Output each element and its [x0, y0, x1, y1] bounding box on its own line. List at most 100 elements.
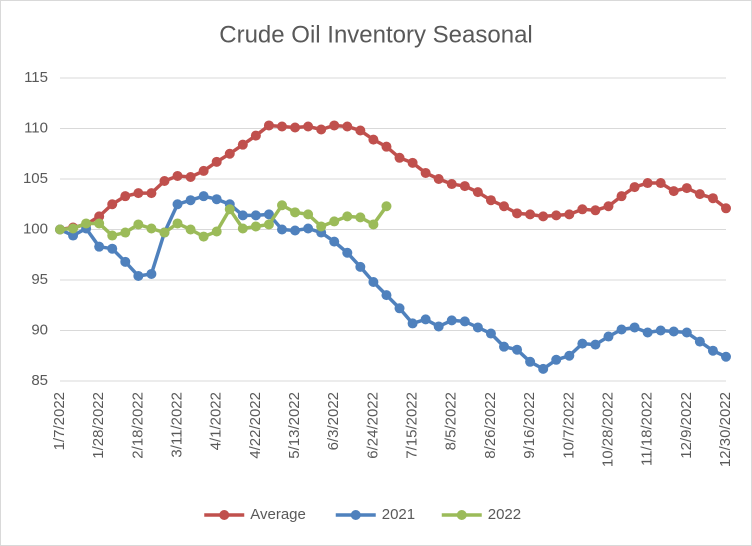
- data-point: [499, 341, 509, 352]
- data-point: [459, 181, 470, 192]
- x-tick-label: 8/26/2022: [482, 392, 499, 459]
- data-point: [185, 195, 196, 206]
- data-point: [120, 256, 131, 267]
- data-point: [655, 325, 666, 336]
- data-point: [603, 201, 614, 212]
- data-point: [263, 219, 274, 230]
- x-tick-label: 2/18/2022: [129, 392, 146, 459]
- y-tick-label: 100: [23, 220, 48, 237]
- data-point: [224, 204, 235, 215]
- data-point: [538, 211, 549, 222]
- data-point: [94, 241, 105, 252]
- data-point: [642, 327, 653, 338]
- data-point: [694, 336, 705, 347]
- data-point: [277, 200, 287, 211]
- x-tick-label: 12/9/2022: [678, 392, 695, 459]
- data-point: [146, 268, 157, 279]
- x-tick-label: 3/11/2022: [168, 392, 185, 458]
- data-point: [655, 178, 666, 189]
- x-tick-label: 1/28/2022: [90, 392, 107, 459]
- data-point: [263, 120, 274, 131]
- data-point: [551, 354, 562, 365]
- y-tick-label: 90: [31, 321, 48, 338]
- data-point: [642, 178, 653, 189]
- data-point: [277, 121, 287, 132]
- x-tick-label: 12/30/2022: [717, 392, 734, 467]
- data-point: [407, 318, 418, 329]
- data-point: [407, 157, 418, 168]
- data-point: [381, 290, 392, 301]
- x-tick-label: 10/7/2022: [560, 392, 577, 459]
- data-point: [250, 221, 261, 232]
- data-point: [485, 195, 496, 206]
- data-point: [81, 218, 92, 229]
- series-line: [59, 123, 728, 232]
- data-point: [433, 321, 444, 332]
- data-point: [120, 227, 131, 238]
- y-tick-label: 95: [31, 271, 48, 288]
- data-point: [172, 170, 183, 181]
- data-point: [303, 121, 314, 132]
- data-point: [68, 223, 79, 234]
- data-point: [237, 139, 248, 150]
- x-tick-label: 8/5/2022: [443, 392, 460, 450]
- legend-marker: [456, 510, 467, 520]
- data-point: [107, 243, 118, 254]
- data-point: [303, 209, 314, 220]
- y-tick-label: 85: [31, 372, 48, 389]
- data-point: [342, 211, 353, 222]
- data-point: [681, 183, 692, 194]
- data-point: [433, 174, 444, 184]
- data-point: [590, 205, 601, 216]
- data-point: [525, 356, 536, 367]
- data-point: [394, 303, 405, 314]
- data-point: [120, 191, 131, 202]
- data-point: [198, 231, 209, 242]
- x-tick-label: 5/13/2022: [286, 392, 303, 459]
- data-point: [329, 120, 340, 131]
- data-point: [237, 223, 248, 234]
- data-point: [629, 182, 640, 193]
- data-point: [94, 218, 105, 229]
- data-point: [668, 326, 679, 337]
- data-point: [290, 225, 301, 236]
- x-tick-label: 1/7/2022: [51, 392, 68, 450]
- data-point: [381, 201, 392, 212]
- data-point: [512, 208, 523, 219]
- data-point: [107, 199, 118, 210]
- data-point: [316, 221, 327, 232]
- x-tick-label: 4/1/2022: [208, 392, 225, 450]
- data-point: [263, 209, 274, 220]
- data-point: [290, 207, 301, 218]
- data-point: [146, 188, 157, 199]
- data-point: [198, 191, 209, 202]
- data-point: [329, 216, 340, 227]
- data-point: [525, 209, 536, 220]
- data-point: [368, 219, 379, 230]
- data-point: [485, 328, 496, 339]
- data-point: [146, 223, 157, 234]
- data-point: [133, 219, 144, 230]
- data-point: [420, 167, 431, 178]
- data-point: [342, 247, 353, 258]
- data-point: [368, 134, 379, 145]
- y-tick-label: 105: [23, 170, 48, 187]
- data-point: [211, 226, 222, 237]
- data-point: [329, 236, 340, 247]
- data-point: [564, 209, 575, 220]
- data-point: [185, 224, 196, 235]
- data-point: [603, 331, 614, 342]
- chart-title: Crude Oil Inventory Seasonal: [219, 21, 533, 48]
- data-point: [211, 156, 222, 167]
- data-point: [512, 344, 523, 355]
- data-point: [551, 210, 562, 221]
- data-point: [394, 152, 405, 163]
- x-tick-label: 9/16/2022: [521, 392, 538, 459]
- data-point: [172, 199, 183, 210]
- data-point: [368, 277, 379, 288]
- data-point: [355, 125, 366, 136]
- data-point: [133, 188, 144, 199]
- legend-label: Average: [250, 506, 306, 523]
- y-tick-label: 115: [24, 69, 48, 86]
